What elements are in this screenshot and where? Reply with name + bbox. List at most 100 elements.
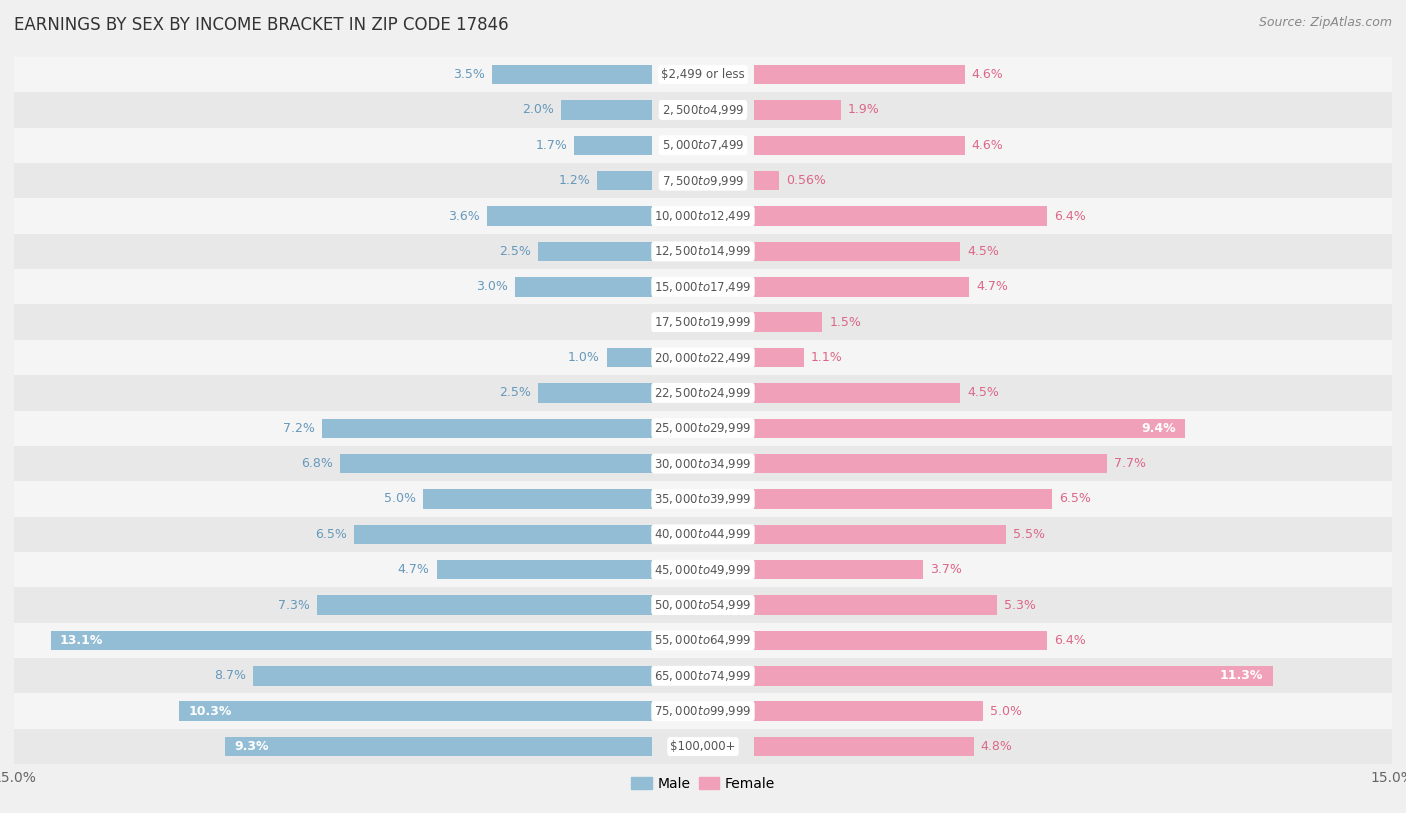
Bar: [754, 595, 997, 615]
Bar: [14, 729, 1392, 764]
Text: $17,500 to $19,999: $17,500 to $19,999: [654, 315, 752, 329]
Bar: [318, 595, 652, 615]
Bar: [340, 454, 652, 473]
Bar: [754, 666, 1272, 685]
Bar: [606, 348, 652, 367]
Text: 4.7%: 4.7%: [976, 280, 1008, 293]
Text: 4.6%: 4.6%: [972, 68, 1004, 81]
Bar: [14, 340, 1392, 375]
Bar: [754, 631, 1047, 650]
Text: 7.2%: 7.2%: [283, 422, 315, 435]
Bar: [253, 666, 652, 685]
Text: $30,000 to $34,999: $30,000 to $34,999: [654, 457, 752, 471]
Bar: [754, 489, 1052, 509]
Bar: [14, 481, 1392, 517]
Text: $15,000 to $17,499: $15,000 to $17,499: [654, 280, 752, 293]
Text: $12,500 to $14,999: $12,500 to $14,999: [654, 245, 752, 259]
Bar: [14, 376, 1392, 411]
Bar: [14, 233, 1392, 269]
Text: Source: ZipAtlas.com: Source: ZipAtlas.com: [1258, 16, 1392, 29]
Bar: [14, 517, 1392, 552]
Bar: [754, 65, 965, 85]
Text: 3.0%: 3.0%: [475, 280, 508, 293]
Text: 6.4%: 6.4%: [1054, 210, 1085, 223]
Bar: [754, 737, 974, 756]
Bar: [51, 631, 652, 650]
Text: 0.56%: 0.56%: [786, 174, 825, 187]
Bar: [754, 171, 779, 190]
Bar: [754, 100, 841, 120]
Text: 4.8%: 4.8%: [981, 740, 1012, 753]
Text: 1.9%: 1.9%: [848, 103, 879, 116]
Text: $2,500 to $4,999: $2,500 to $4,999: [662, 103, 744, 117]
Bar: [14, 587, 1392, 623]
Bar: [515, 277, 652, 297]
Bar: [14, 198, 1392, 234]
Text: $7,500 to $9,999: $7,500 to $9,999: [662, 174, 744, 188]
Bar: [14, 304, 1392, 340]
Bar: [754, 560, 924, 580]
Text: 5.0%: 5.0%: [384, 493, 416, 506]
Bar: [754, 702, 983, 721]
Text: 7.3%: 7.3%: [278, 598, 311, 611]
Text: 1.1%: 1.1%: [811, 351, 842, 364]
Bar: [14, 92, 1392, 128]
Bar: [754, 241, 960, 261]
Text: 2.0%: 2.0%: [522, 103, 554, 116]
Text: $100,000+: $100,000+: [671, 740, 735, 753]
Text: $75,000 to $99,999: $75,000 to $99,999: [654, 704, 752, 718]
Text: 4.5%: 4.5%: [967, 245, 1000, 258]
Text: 6.5%: 6.5%: [1059, 493, 1091, 506]
Bar: [14, 128, 1392, 163]
Text: $2,499 or less: $2,499 or less: [661, 68, 745, 81]
Bar: [754, 277, 969, 297]
Bar: [754, 312, 823, 332]
Text: 4.5%: 4.5%: [967, 386, 1000, 399]
Bar: [575, 136, 652, 155]
Text: $20,000 to $22,499: $20,000 to $22,499: [654, 350, 752, 364]
Bar: [354, 524, 652, 544]
Text: 13.1%: 13.1%: [60, 634, 104, 647]
Text: 6.8%: 6.8%: [301, 457, 333, 470]
Bar: [537, 241, 652, 261]
Text: 7.7%: 7.7%: [1114, 457, 1146, 470]
Bar: [225, 737, 652, 756]
Bar: [14, 57, 1392, 92]
Bar: [14, 659, 1392, 693]
Bar: [14, 623, 1392, 659]
Bar: [180, 702, 652, 721]
Text: 1.0%: 1.0%: [568, 351, 599, 364]
Bar: [14, 163, 1392, 198]
Text: 6.4%: 6.4%: [1054, 634, 1085, 647]
Text: 5.5%: 5.5%: [1012, 528, 1045, 541]
Bar: [437, 560, 652, 580]
Text: 3.7%: 3.7%: [931, 563, 962, 576]
Bar: [754, 348, 804, 367]
Text: 9.4%: 9.4%: [1142, 422, 1175, 435]
Bar: [492, 65, 652, 85]
Bar: [754, 524, 1007, 544]
Bar: [537, 383, 652, 402]
Text: $5,000 to $7,499: $5,000 to $7,499: [662, 138, 744, 152]
Text: $22,500 to $24,999: $22,500 to $24,999: [654, 386, 752, 400]
Text: 1.2%: 1.2%: [558, 174, 591, 187]
Text: 2.5%: 2.5%: [499, 386, 531, 399]
Bar: [14, 411, 1392, 446]
Bar: [754, 454, 1107, 473]
Text: $65,000 to $74,999: $65,000 to $74,999: [654, 669, 752, 683]
Text: 5.3%: 5.3%: [1004, 598, 1036, 611]
Text: 8.7%: 8.7%: [214, 669, 246, 682]
Text: $55,000 to $64,999: $55,000 to $64,999: [654, 633, 752, 647]
Bar: [14, 269, 1392, 304]
Bar: [14, 552, 1392, 587]
Text: $35,000 to $39,999: $35,000 to $39,999: [654, 492, 752, 506]
Text: $40,000 to $44,999: $40,000 to $44,999: [654, 528, 752, 541]
Text: 10.3%: 10.3%: [188, 705, 232, 718]
Text: 11.3%: 11.3%: [1220, 669, 1264, 682]
Text: 6.5%: 6.5%: [315, 528, 347, 541]
Bar: [561, 100, 652, 120]
Text: 4.7%: 4.7%: [398, 563, 430, 576]
Text: 3.6%: 3.6%: [449, 210, 481, 223]
Bar: [14, 693, 1392, 729]
Text: 2.5%: 2.5%: [499, 245, 531, 258]
